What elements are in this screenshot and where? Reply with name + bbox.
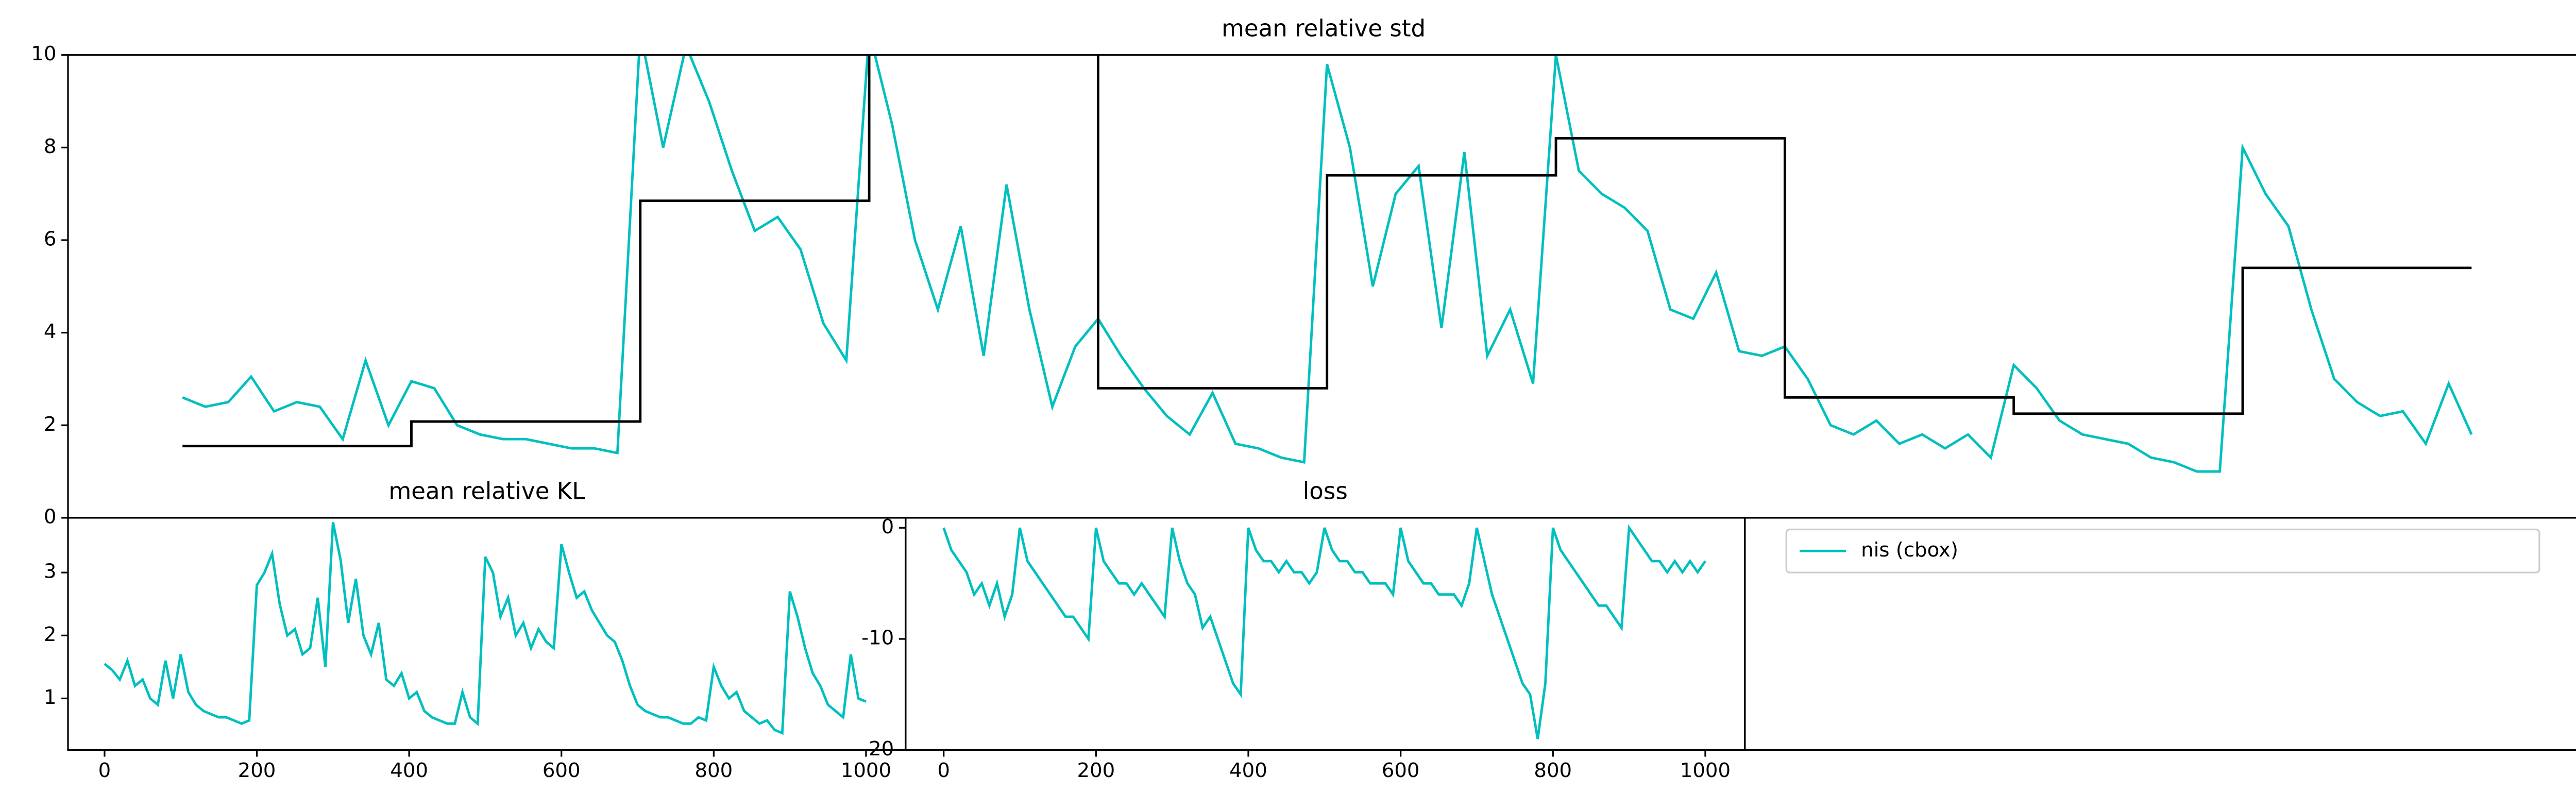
y-tick-label: 1 (44, 686, 57, 709)
x-tick-label: 600 (543, 759, 581, 782)
y-tick-label: 2 (44, 413, 57, 436)
legend-box (1785, 528, 2540, 573)
y-tick-label: 8 (44, 135, 57, 158)
x-tick-label: 1000 (1680, 759, 1731, 782)
chart-title: mean relative KL (388, 478, 585, 505)
x-tick-label: 0 (98, 759, 111, 782)
data-line (942, 524, 1706, 739)
y-tick-label: 3 (44, 560, 57, 583)
chart-title: mean relative std (1222, 14, 1426, 42)
y-tick-label: 10 (31, 42, 56, 65)
y-tick-label: -20 (861, 737, 894, 761)
x-tick-label: 0 (937, 759, 950, 782)
x-tick-label: 600 (1382, 759, 1420, 782)
y-tick-label: -10 (861, 626, 894, 649)
x-tick-label: 1000 (841, 759, 891, 782)
data-line (104, 522, 867, 735)
data-line (182, 55, 2473, 473)
data-line (182, 55, 2472, 448)
axes-frame (905, 517, 1746, 751)
y-tick-label: 0 (44, 505, 57, 528)
legend-label: nis (cbox) (1861, 538, 1958, 562)
x-tick-label: 800 (694, 759, 733, 782)
y-tick-label: 6 (44, 227, 57, 250)
chart-title: loss (1303, 478, 1348, 505)
x-tick-label: 200 (1077, 759, 1115, 782)
axes-frame (67, 54, 2576, 519)
y-tick-label: 2 (44, 623, 57, 646)
axes-frame (67, 517, 907, 751)
y-tick-label: 4 (44, 320, 57, 343)
x-tick-label: 200 (238, 759, 276, 782)
x-tick-label: 800 (1534, 759, 1572, 782)
y-tick-label: 0 (882, 515, 894, 538)
x-tick-label: 400 (1229, 759, 1267, 782)
x-tick-label: 400 (390, 759, 428, 782)
